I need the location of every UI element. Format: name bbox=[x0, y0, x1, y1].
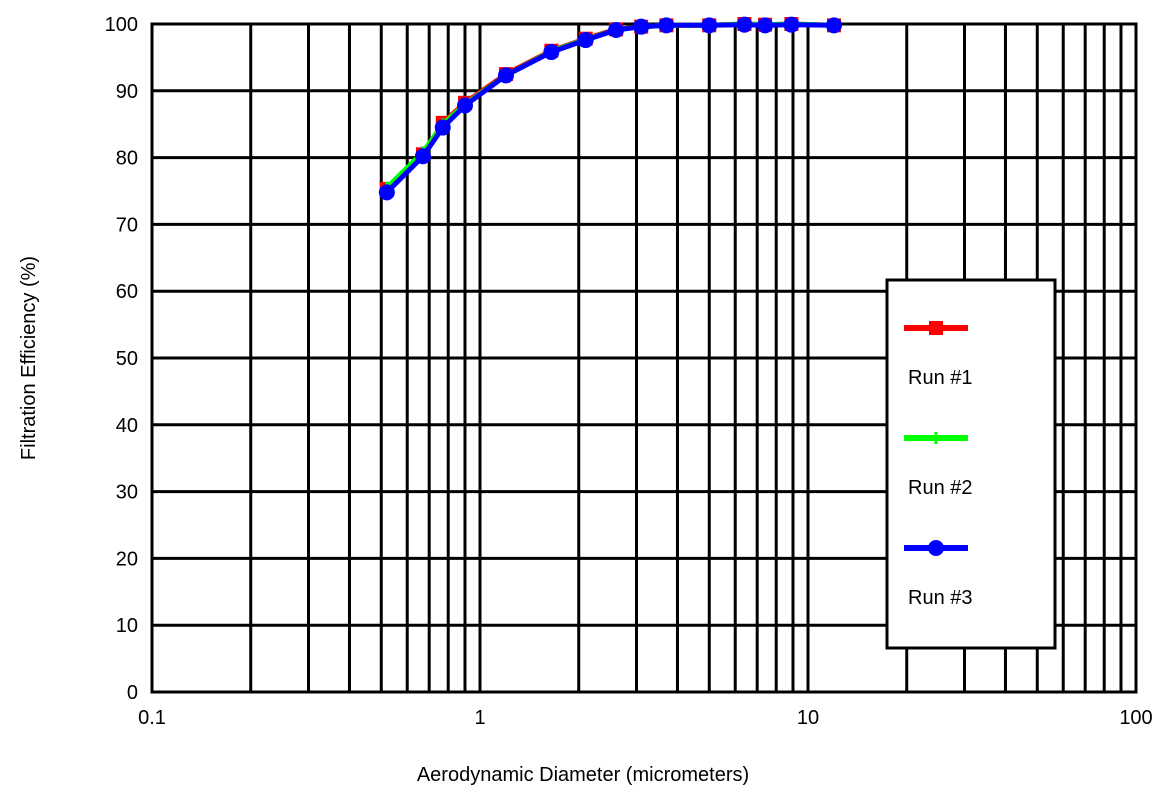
y-tick-label: 30 bbox=[116, 482, 138, 504]
data-point-circle bbox=[414, 148, 431, 165]
data-point-circle bbox=[434, 119, 451, 136]
data-point-circle bbox=[783, 16, 800, 33]
legend-item-2: Run #2 bbox=[904, 432, 973, 499]
y-tick-label: 50 bbox=[116, 348, 138, 370]
data-point-plus bbox=[930, 432, 942, 444]
x-tick-label: 0.1 bbox=[138, 707, 166, 729]
series-line bbox=[385, 21, 835, 191]
y-tick-label: 90 bbox=[116, 81, 138, 103]
legend: Run #1 Run #2 Run #3 bbox=[885, 278, 1057, 650]
legend-label: Run #2 bbox=[908, 477, 973, 499]
legend-item-1: Run #1 bbox=[904, 321, 973, 389]
data-point-circle bbox=[633, 18, 650, 35]
legend-item-3: Run #3 bbox=[904, 540, 973, 609]
legend-box bbox=[885, 278, 1057, 650]
data-point-circle bbox=[825, 17, 842, 34]
data-point-circle bbox=[701, 17, 718, 34]
series-3 bbox=[378, 16, 842, 201]
y-tick-label: 80 bbox=[116, 148, 138, 170]
legend-label: Run #3 bbox=[908, 587, 973, 609]
y-tick-label: 60 bbox=[116, 281, 138, 303]
data-point-circle bbox=[543, 44, 560, 61]
data-point-circle bbox=[577, 32, 594, 49]
legend-label: Run #1 bbox=[908, 367, 973, 389]
y-tick-label: 0 bbox=[127, 682, 138, 704]
y-tick-labels: 0 10 20 30 40 50 60 70 80 90 100 bbox=[105, 14, 138, 704]
data-point-circle bbox=[497, 67, 514, 84]
data-point-circle bbox=[658, 17, 675, 34]
data-point-circle bbox=[928, 540, 944, 556]
x-axis-title: Aerodynamic Diameter (micrometers) bbox=[417, 764, 749, 786]
series-2 bbox=[380, 18, 840, 194]
data-point-circle bbox=[608, 22, 625, 39]
series-line bbox=[385, 22, 835, 195]
data-point-square bbox=[929, 321, 943, 335]
series-line bbox=[385, 21, 835, 190]
x-tick-label: 10 bbox=[797, 707, 819, 729]
series bbox=[378, 16, 842, 201]
x-tick-label: 100 bbox=[1119, 707, 1152, 729]
data-point-circle bbox=[757, 17, 774, 34]
data-point-circle bbox=[456, 97, 473, 114]
x-tick-labels: 0.1 1 10 100 bbox=[138, 707, 1153, 729]
y-tick-label: 40 bbox=[116, 415, 138, 437]
data-point-circle bbox=[378, 184, 395, 201]
data-point-circle bbox=[736, 16, 753, 33]
y-tick-label: 100 bbox=[105, 14, 138, 36]
y-tick-label: 10 bbox=[116, 615, 138, 637]
y-axis-title: Filtration Efficiency (%) bbox=[18, 256, 40, 460]
y-tick-label: 20 bbox=[116, 548, 138, 570]
x-tick-label: 1 bbox=[474, 707, 485, 729]
y-tick-label: 70 bbox=[116, 214, 138, 236]
